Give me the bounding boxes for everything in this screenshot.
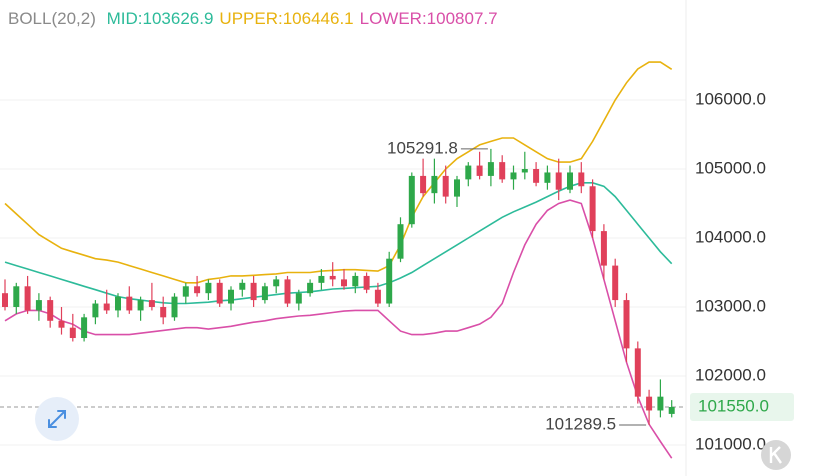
candle-body xyxy=(137,300,144,311)
annotation-label: 105291.8 xyxy=(387,138,458,157)
candle-body xyxy=(250,282,257,301)
candle-body xyxy=(476,165,483,176)
candle-body xyxy=(318,275,325,283)
candle-body xyxy=(24,286,31,311)
band-line xyxy=(4,199,673,459)
candle-body xyxy=(273,279,280,287)
candle-body xyxy=(408,175,415,225)
legend: BOLL(20,2) MID:103626.9 UPPER:106446.1 LOW… xyxy=(8,9,504,29)
candle-body xyxy=(228,289,234,304)
y-tick-label: 104000.0 xyxy=(695,227,766,246)
candle-body xyxy=(397,224,404,259)
candle-body xyxy=(47,300,54,321)
candle-body xyxy=(499,162,506,180)
y-tick-label: 101000.0 xyxy=(695,434,766,453)
candle-body xyxy=(352,275,359,287)
candle-body xyxy=(329,275,336,280)
candle-body xyxy=(103,303,110,311)
candle-body xyxy=(69,327,76,339)
band-line xyxy=(4,61,673,284)
candle-body xyxy=(465,165,472,180)
candle-body xyxy=(555,172,562,190)
candle-body xyxy=(600,231,607,266)
last-price-tag xyxy=(690,393,794,422)
candle-body xyxy=(341,279,347,287)
candle-body xyxy=(295,293,302,304)
candle-body xyxy=(148,300,155,307)
candle-body xyxy=(634,348,641,397)
y-tick-label: 105000.0 xyxy=(695,158,766,177)
candle-body xyxy=(657,396,664,411)
candle-body xyxy=(454,179,460,197)
candle-body xyxy=(623,300,630,349)
candle-body xyxy=(510,172,517,180)
candle-body xyxy=(182,286,189,297)
last-price-label: 101550.0 xyxy=(698,396,769,415)
candle-body xyxy=(442,175,449,197)
candle-body xyxy=(533,169,540,183)
candle-body xyxy=(578,172,585,187)
y-tick-label: 103000.0 xyxy=(695,296,766,315)
indicator-label: BOLL(20,2) xyxy=(8,9,96,28)
candle-body xyxy=(363,275,370,290)
candle-body xyxy=(216,282,223,304)
candle-body xyxy=(646,396,653,411)
candle-body xyxy=(171,296,178,318)
candle-body xyxy=(420,175,427,194)
logo xyxy=(761,440,791,470)
expand-button[interactable] xyxy=(35,397,79,441)
candle-body xyxy=(431,175,438,194)
candle-body xyxy=(115,296,121,311)
candle-body xyxy=(81,317,88,339)
legend-entry: LOWER:100807.7 xyxy=(359,9,498,28)
candle-body xyxy=(521,169,528,173)
candle-body xyxy=(567,172,573,190)
legend-entry: MID:103626.9 xyxy=(106,9,214,28)
legend-entry: UPPER:106446.1 xyxy=(219,9,354,28)
candle-body xyxy=(35,300,42,311)
y-tick-label: 106000.0 xyxy=(695,90,766,109)
candle-body xyxy=(374,289,381,304)
candle-body xyxy=(386,258,393,304)
candle-body xyxy=(126,296,133,311)
candle-body xyxy=(612,265,619,301)
candle-body xyxy=(589,186,596,232)
candle-body xyxy=(261,286,268,301)
candle-body xyxy=(2,293,8,307)
candle-body xyxy=(487,162,494,176)
candle-body xyxy=(58,320,65,328)
candle-body xyxy=(668,407,675,414)
candle-body xyxy=(13,286,20,307)
candle-body xyxy=(544,172,551,183)
candle-body xyxy=(194,286,201,294)
candle-body xyxy=(239,282,246,290)
candle-body xyxy=(160,306,167,318)
band-line xyxy=(4,182,673,305)
candle-body xyxy=(205,282,212,294)
annotation-label: 101289.5 xyxy=(545,414,616,433)
y-tick-label: 102000.0 xyxy=(695,365,766,384)
candle-body xyxy=(92,303,99,318)
candle-body xyxy=(307,282,314,294)
candle-body xyxy=(284,279,291,304)
